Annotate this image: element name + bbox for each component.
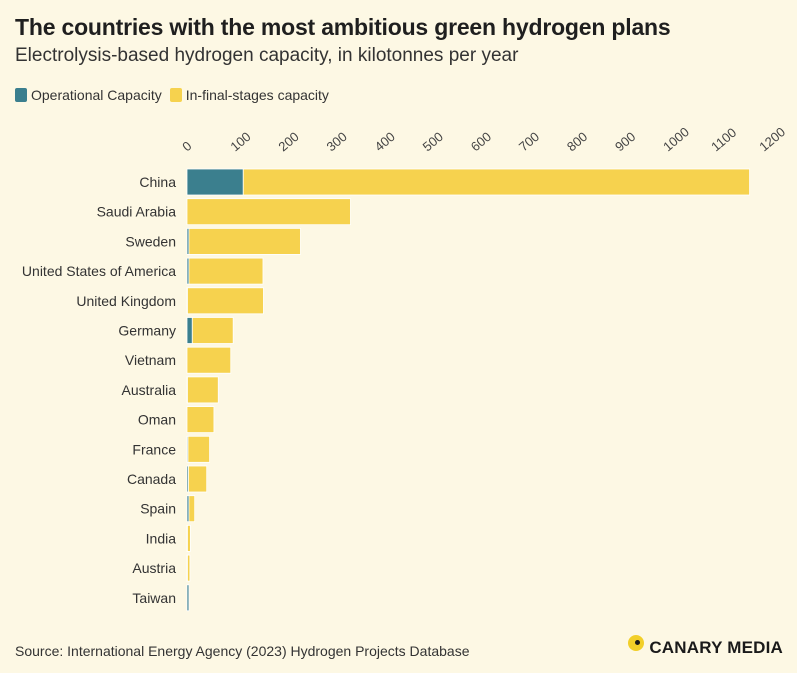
chart-subtitle: Electrolysis-based hydrogen capacity, in… (15, 45, 519, 66)
legend-item-final: In-final-stages capacity (169, 87, 329, 103)
bar-final-stages (188, 257, 264, 285)
bar-final-stages (242, 168, 750, 196)
y-category-label: Austria (132, 560, 176, 576)
legend-label-operational: Operational Capacity (31, 87, 162, 103)
bar-final-stages (187, 435, 210, 463)
x-tick-label: 500 (420, 129, 446, 154)
bar-final-stages (187, 525, 191, 552)
y-category-label: Saudi Arabia (97, 204, 177, 220)
brand-name: CANARY MEDIA (649, 638, 783, 657)
legend-swatch-final (169, 88, 182, 102)
y-category-label: Spain (140, 501, 176, 517)
y-category-label: Germany (118, 323, 176, 339)
bar-operational (186, 584, 190, 612)
y-category-label: Taiwan (132, 590, 176, 606)
x-tick-label: 300 (324, 129, 350, 154)
bar-final-stages (188, 465, 208, 493)
y-category-label: Australia (122, 382, 177, 398)
brand-logo: CANARY MEDIA (628, 635, 783, 658)
bar-operational (186, 317, 193, 344)
x-tick-label: 0 (179, 138, 194, 154)
bar-final-stages (188, 495, 196, 523)
x-tick-label: 100 (227, 129, 253, 154)
bar-final-stages (188, 227, 301, 255)
y-category-label: Oman (138, 412, 176, 428)
bar-final-stages (186, 346, 232, 374)
y-category-label: Canada (127, 471, 176, 487)
bar-final-stages (187, 554, 191, 582)
legend: Operational Capacity In-final-stages cap… (15, 87, 337, 103)
y-category-label: United Kingdom (76, 293, 176, 309)
bar-operational (186, 168, 244, 196)
source-note: Source: International Energy Agency (202… (15, 643, 470, 659)
bar-final-stages (187, 376, 219, 404)
chart-title: The countries with the most ambitious gr… (15, 14, 671, 40)
brand-dot-icon (628, 635, 645, 651)
x-tick-label: 1100 (708, 125, 739, 154)
y-category-label: France (132, 441, 176, 457)
bar-final-stages (191, 317, 234, 344)
legend-item-operational: Operational Capacity (15, 87, 162, 103)
bar-final-stages (187, 287, 264, 315)
x-tick-label: 1200 (756, 124, 788, 154)
x-tick-label: 400 (372, 129, 398, 154)
y-category-label: China (139, 174, 176, 190)
x-tick-label: 800 (564, 129, 590, 154)
y-category-label: United States of America (22, 263, 176, 279)
x-tick-label: 700 (516, 129, 542, 154)
x-tick-label: 1000 (660, 124, 692, 154)
bar-final-stages (186, 406, 215, 434)
x-tick-label: 900 (612, 129, 638, 154)
y-category-label: India (146, 530, 177, 546)
y-category-label: Vietnam (125, 352, 176, 368)
legend-swatch-operational (15, 88, 27, 102)
x-tick-label: 200 (275, 129, 301, 154)
y-category-label: Sweden (125, 233, 176, 249)
x-tick-label: 600 (468, 129, 494, 154)
legend-label-final: In-final-stages capacity (185, 87, 329, 103)
bar-final-stages (186, 198, 351, 226)
